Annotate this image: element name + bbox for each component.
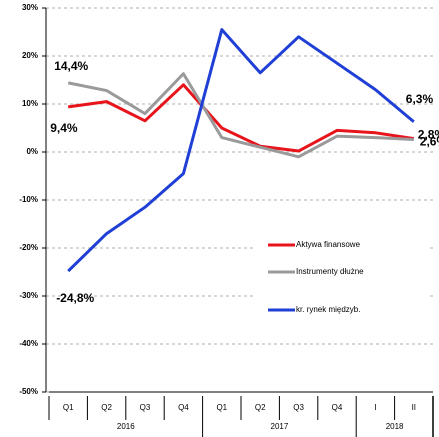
year-label: 2017 (271, 422, 289, 431)
data-label: 2,8% (418, 128, 439, 142)
series-line (67, 28, 415, 273)
y-tick-label: 0% (26, 147, 38, 156)
legend-label: Aktywa finansowe (296, 240, 361, 249)
legend-label: Instrumenty dłużne (296, 267, 364, 276)
x-tick-label: I (374, 403, 376, 412)
x-tick-label: Q4 (332, 403, 343, 412)
x-tick-label: II (412, 403, 416, 412)
y-tick-label: 30% (22, 3, 38, 12)
y-tick-label: -40% (19, 339, 38, 348)
year-label: 2016 (117, 422, 135, 431)
data-label: 14,4% (54, 59, 88, 73)
x-tick-label: Q1 (216, 403, 227, 412)
data-label: 6,3% (406, 92, 434, 106)
y-tick-label: 10% (22, 99, 38, 108)
x-tick-label: Q3 (140, 403, 151, 412)
legend-label: kr. rynek międzyb. (296, 305, 360, 314)
year-label: 2018 (386, 422, 404, 431)
data-label: 2,6% (420, 135, 439, 149)
y-tick-label: -50% (19, 387, 38, 396)
data-label: 9,4% (50, 121, 78, 135)
x-tick-label: Q2 (255, 403, 266, 412)
series-line (67, 83, 415, 153)
y-tick-label: -30% (19, 291, 38, 300)
x-tick-label: Q4 (178, 403, 189, 412)
series-line (67, 72, 414, 159)
y-tick-label: -20% (19, 243, 38, 252)
y-tick-label: 20% (22, 51, 38, 60)
x-tick-label: Q3 (293, 403, 304, 412)
x-tick-label: Q2 (101, 403, 112, 412)
y-tick-label: -10% (19, 195, 38, 204)
x-tick-label: Q1 (63, 403, 74, 412)
data-label: -24,8% (56, 291, 94, 305)
